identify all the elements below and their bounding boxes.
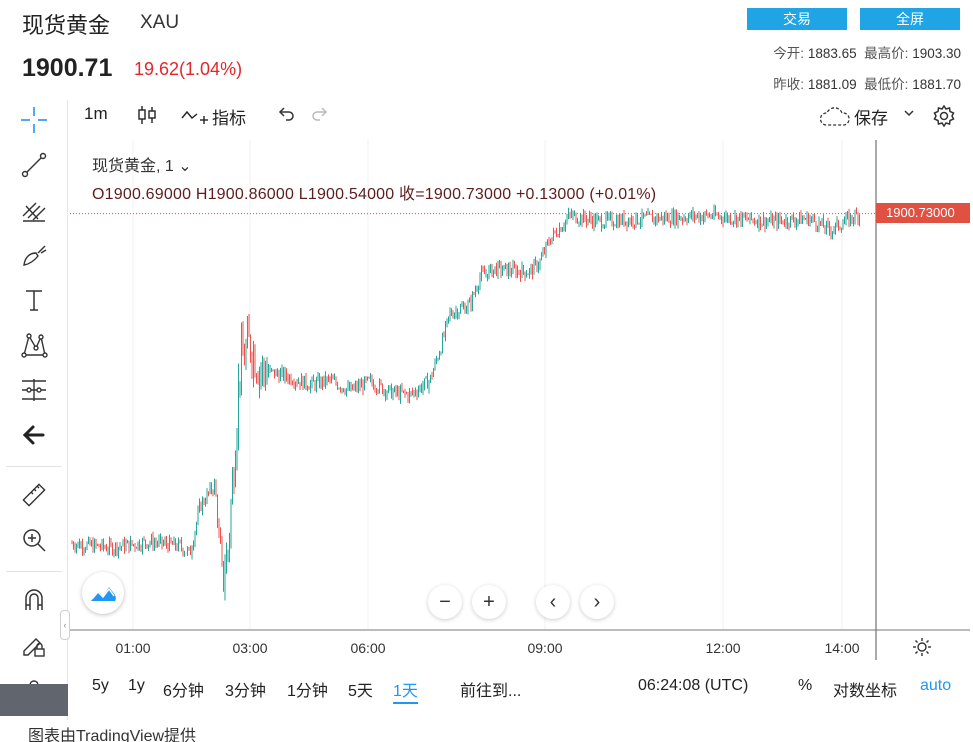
chevron-down-icon: ⌄ xyxy=(178,158,192,175)
bottom-toolbar: 5y 1y 6分钟 3分钟 1分钟 5天 1天 前往到... 06:24:08 … xyxy=(70,672,970,704)
tradingview-credit: 图表由TradingView提供 xyxy=(28,728,197,742)
pattern-icon[interactable] xyxy=(14,327,54,363)
trade-button[interactable]: 交易 xyxy=(747,8,847,30)
high-value: 1903.30 xyxy=(912,46,961,61)
interval-button[interactable]: 1m xyxy=(84,104,108,124)
open-value: 1883.65 xyxy=(807,46,857,61)
trend-line-icon[interactable] xyxy=(14,147,54,183)
current-price: 1900.71 xyxy=(22,54,113,82)
chevron-down-icon[interactable] xyxy=(902,106,916,120)
utc-time[interactable]: 06:24:08 (UTC) xyxy=(638,677,749,694)
scroll-right-button[interactable]: › xyxy=(580,585,614,619)
indicators-label: 指标 xyxy=(212,109,246,128)
low-label: 最低价: xyxy=(864,77,909,92)
save-label: 保存 xyxy=(854,109,888,128)
interval-label: 1m xyxy=(84,104,108,123)
x-tick-label: 12:00 xyxy=(705,640,741,656)
x-tick-label: 09:00 xyxy=(527,640,563,656)
x-tick-label: 14:00 xyxy=(824,640,860,656)
price-change: 19.62(1.04%) xyxy=(134,59,243,79)
goto-date-button[interactable]: 前往到... xyxy=(460,683,522,700)
auto-scale-toggle[interactable]: auto xyxy=(920,677,952,694)
indicators-button[interactable]: 指标 xyxy=(180,104,246,129)
percent-toggle[interactable]: % xyxy=(798,677,813,694)
fullscreen-button[interactable]: 全屏 xyxy=(860,8,960,30)
symbol-label: XAU xyxy=(140,12,180,33)
brush-icon[interactable] xyxy=(14,237,54,273)
high-label: 最高价: xyxy=(864,46,909,61)
range-5d[interactable]: 5天 xyxy=(348,683,373,700)
last-price-label: 1900.73000 xyxy=(876,203,970,223)
sun-icon[interactable] xyxy=(912,637,932,662)
legend-ohlc: O1900.69000 H1900.86000 L1900.54000 收=19… xyxy=(92,186,657,203)
stats-row-1: 今开: 1883.65 最高价: 1903.30 xyxy=(773,42,961,62)
tradingview-logo[interactable] xyxy=(82,572,124,614)
toolbar-divider xyxy=(6,571,62,572)
lock-drawing-icon[interactable] xyxy=(14,627,54,663)
scroll-left-button[interactable]: ‹ xyxy=(536,585,570,619)
crosshair-icon[interactable] xyxy=(14,102,54,138)
range-1d[interactable]: 1天 xyxy=(393,677,418,704)
prediction-icon[interactable] xyxy=(14,372,54,408)
page-title: 现货黄金 xyxy=(22,13,111,38)
drawing-toolbar: ‹ xyxy=(0,100,70,720)
toolbar-divider xyxy=(6,466,62,467)
x-tick-label: 03:00 xyxy=(232,640,268,656)
legend-name: 现货黄金, 1 xyxy=(92,158,174,175)
x-tick-label: 01:00 xyxy=(115,640,151,656)
pitchfork-icon[interactable] xyxy=(14,192,54,228)
magnet-icon[interactable] xyxy=(14,582,54,618)
candle-style-icon[interactable] xyxy=(136,104,158,126)
prev-close-label: 昨收: xyxy=(773,77,805,92)
stats-row-2: 昨收: 1881.09 最低价: 1881.70 xyxy=(773,73,961,93)
range-3min[interactable]: 3分钟 xyxy=(225,683,266,700)
range-6min[interactable]: 6分钟 xyxy=(163,683,204,700)
gear-icon[interactable] xyxy=(932,104,956,128)
zoom-in-icon[interactable] xyxy=(14,522,54,558)
back-arrow-icon[interactable] xyxy=(14,417,54,453)
undo-icon[interactable] xyxy=(276,104,296,124)
ruler-icon[interactable] xyxy=(14,477,54,513)
log-scale-toggle[interactable]: 对数坐标 xyxy=(833,683,898,700)
legend-symbol[interactable]: 现货黄金, 1 ⌄ xyxy=(92,152,192,176)
open-label: 今开: xyxy=(773,46,805,61)
chart-toolbar: 1m 指标 保存 xyxy=(70,100,970,130)
x-tick-label: 06:00 xyxy=(350,640,386,656)
low-value: 1881.70 xyxy=(912,77,961,92)
zoom-out-button[interactable]: − xyxy=(428,585,462,619)
toolbar-scrollbar[interactable] xyxy=(0,684,68,716)
zoom-in-button[interactable]: + xyxy=(472,585,506,619)
redo-icon[interactable] xyxy=(310,104,330,124)
range-5y[interactable]: 5y xyxy=(92,677,109,694)
cloud-save-button[interactable]: 保存 xyxy=(818,104,888,129)
text-icon[interactable] xyxy=(14,282,54,318)
collapse-toolbar-button[interactable]: ‹ xyxy=(60,610,70,640)
range-1min[interactable]: 1分钟 xyxy=(287,683,328,700)
prev-close-value: 1881.09 xyxy=(807,77,857,92)
range-1y[interactable]: 1y xyxy=(128,677,145,694)
price-chart[interactable] xyxy=(70,140,970,660)
